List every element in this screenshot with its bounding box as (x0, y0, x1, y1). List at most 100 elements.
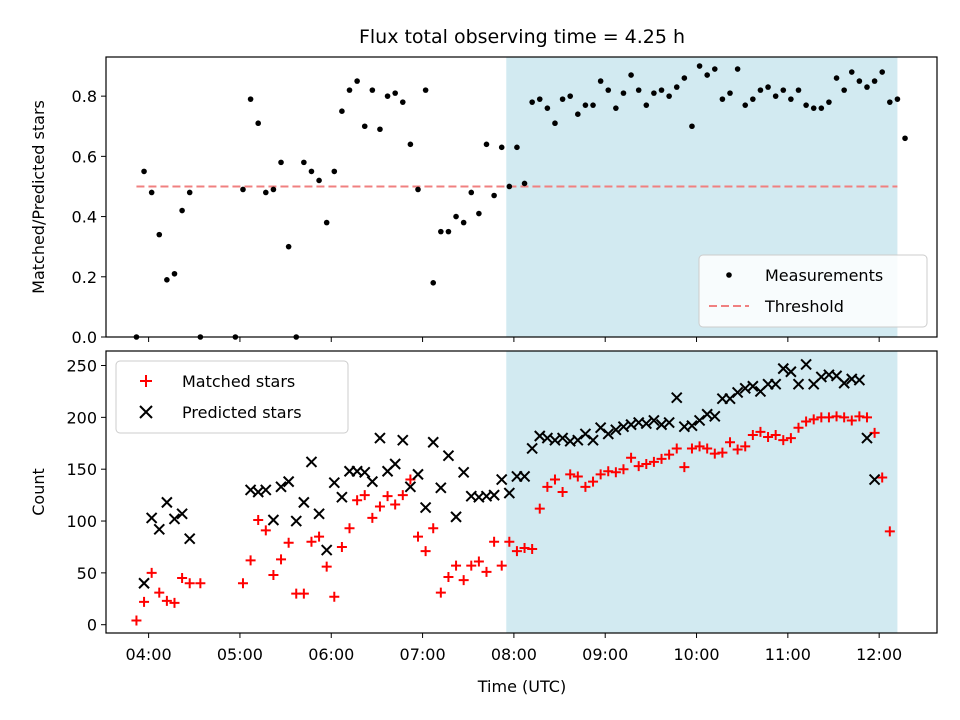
data-point (145, 512, 158, 524)
data-point (544, 105, 551, 111)
data-point (176, 508, 188, 520)
data-point (496, 560, 507, 571)
data-point (727, 90, 733, 96)
data-point (491, 192, 497, 199)
x-tick-label: 11:00 (765, 645, 811, 664)
data-point (542, 481, 553, 492)
data-point (413, 531, 424, 542)
data-point (808, 414, 819, 425)
data-point (404, 481, 417, 493)
data-point (184, 532, 196, 545)
data-point (316, 177, 322, 184)
data-point (861, 412, 872, 423)
x-tick-label: 05:00 (217, 645, 263, 664)
data-point (831, 411, 842, 422)
data-point (590, 102, 596, 108)
data-point (871, 78, 878, 84)
data-point (453, 213, 459, 220)
data-point (610, 424, 622, 436)
data-point (719, 96, 726, 102)
data-point (557, 487, 568, 497)
data-point (902, 135, 908, 142)
data-point (605, 87, 612, 93)
data-point (770, 429, 781, 440)
data-point (671, 391, 683, 404)
data-point (772, 93, 779, 99)
data-point (285, 243, 292, 250)
data-point (709, 448, 720, 459)
data-point (146, 567, 157, 578)
data-point (527, 544, 538, 555)
data-point (389, 458, 401, 470)
data-point (384, 93, 391, 99)
axes-frame (105, 56, 938, 338)
data-point (823, 412, 834, 423)
data-point (588, 476, 599, 487)
data-point (879, 69, 886, 75)
data-point (306, 536, 317, 547)
data-point (777, 362, 789, 375)
data-point (769, 378, 782, 390)
data-point (572, 471, 583, 482)
data-point (473, 556, 484, 567)
data-point (818, 105, 825, 111)
data-point (884, 526, 895, 537)
data-point (848, 69, 855, 75)
data-point (864, 84, 870, 90)
data-point (666, 93, 672, 99)
data-point (732, 444, 743, 455)
data-point (755, 426, 766, 437)
y-tick-label: 0 (87, 616, 97, 635)
data-point (788, 96, 794, 102)
data-point (131, 615, 142, 626)
data-point (267, 514, 280, 526)
data-point (139, 596, 150, 607)
data-point (587, 434, 599, 446)
data-point (618, 464, 629, 475)
y-axis-label: Count (29, 468, 48, 516)
y-tick-label: 0.6 (72, 147, 97, 166)
data-point (298, 588, 309, 599)
data-point (696, 63, 703, 69)
data-point (430, 280, 437, 286)
legend-marker (139, 405, 153, 419)
data-point (838, 377, 850, 389)
data-point (435, 587, 446, 598)
data-point (168, 513, 181, 525)
data-point (392, 90, 398, 96)
data-point (793, 422, 804, 433)
data-point (833, 75, 840, 81)
data-point (366, 475, 379, 488)
series-measurements (133, 63, 908, 340)
data-point (171, 270, 178, 277)
y-tick-label: 150 (66, 460, 97, 479)
data-point (778, 435, 789, 446)
legend-marker (726, 272, 732, 278)
data-point (397, 490, 408, 501)
data-point (580, 481, 591, 492)
y-tick-label: 0.4 (72, 208, 97, 227)
data-point (567, 93, 574, 99)
y-tick-label: 250 (66, 357, 97, 376)
y-axis-label: Matched/Predicted stars (29, 100, 48, 294)
data-point (352, 495, 363, 506)
data-point (369, 87, 376, 93)
data-point (148, 189, 155, 196)
data-point (428, 523, 439, 534)
data-point (826, 99, 832, 105)
data-point (339, 108, 345, 114)
series-predicted-stars (138, 358, 881, 589)
data-point (320, 544, 333, 556)
data-point (877, 472, 888, 483)
data-point (740, 441, 751, 452)
data-point (709, 410, 721, 423)
data-point (237, 578, 248, 589)
data-point (427, 436, 439, 448)
data-point (268, 569, 279, 580)
data-point (750, 96, 756, 102)
data-point (801, 416, 812, 427)
count-panel: 0 50 100 150 200 250 04:00 05:00 06:00 07:00 08:00… (29, 350, 938, 664)
data-point (321, 561, 332, 572)
data-point (301, 159, 307, 166)
data-point (742, 102, 749, 108)
